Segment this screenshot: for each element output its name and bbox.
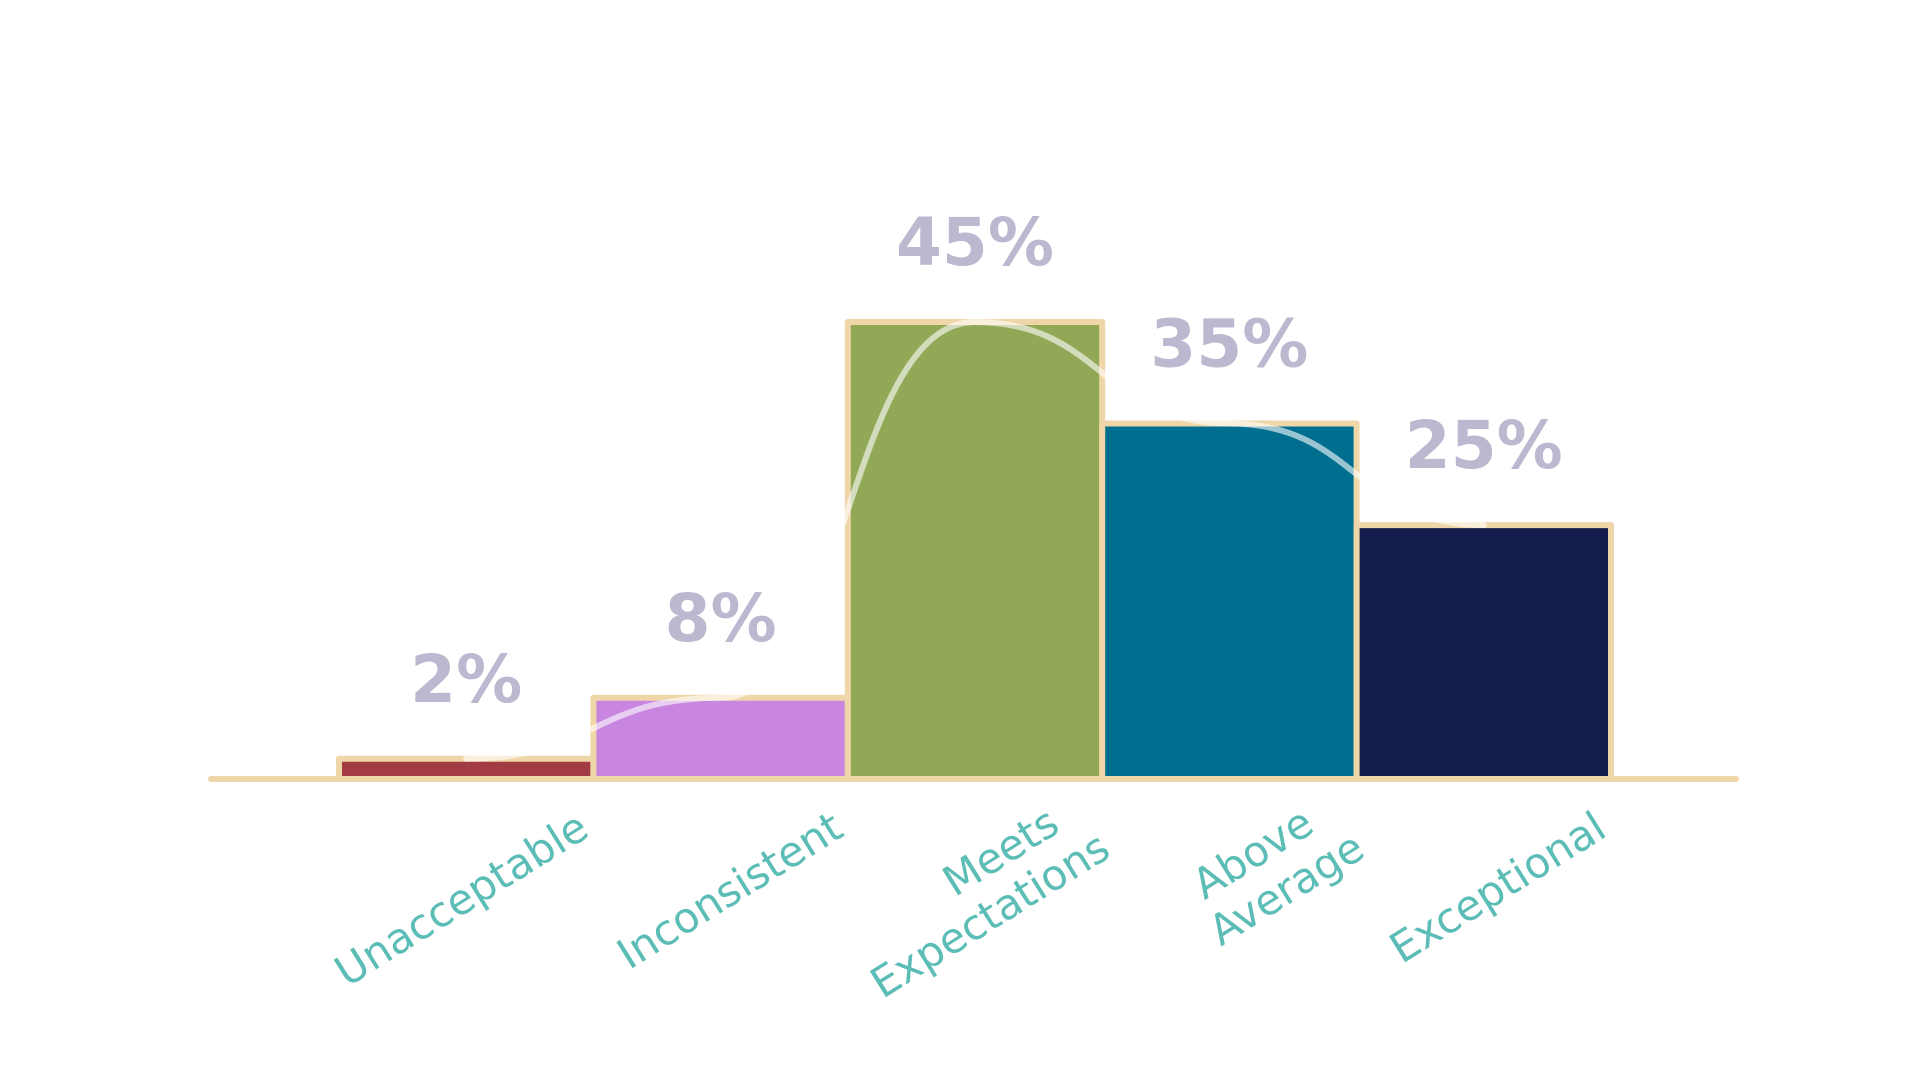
bar xyxy=(844,319,1106,782)
bar xyxy=(336,755,597,783)
value-label: 45% xyxy=(896,204,1054,281)
x-tick-label: Unacceptable xyxy=(326,802,596,996)
value-label: 25% xyxy=(1405,407,1563,484)
value-label: 8% xyxy=(665,580,777,657)
value-label: 2% xyxy=(410,641,522,718)
bar xyxy=(1099,420,1360,782)
x-tick-label: Exceptional xyxy=(1381,802,1614,973)
x-tick-label: Inconsistent xyxy=(608,802,850,979)
trend-curve xyxy=(463,318,1487,762)
x-tick-label: MeetsExpectations xyxy=(836,782,1118,1008)
bar xyxy=(1353,522,1614,782)
x-tick-label: AboveAverage xyxy=(1175,782,1373,956)
value-label: 35% xyxy=(1150,306,1308,383)
